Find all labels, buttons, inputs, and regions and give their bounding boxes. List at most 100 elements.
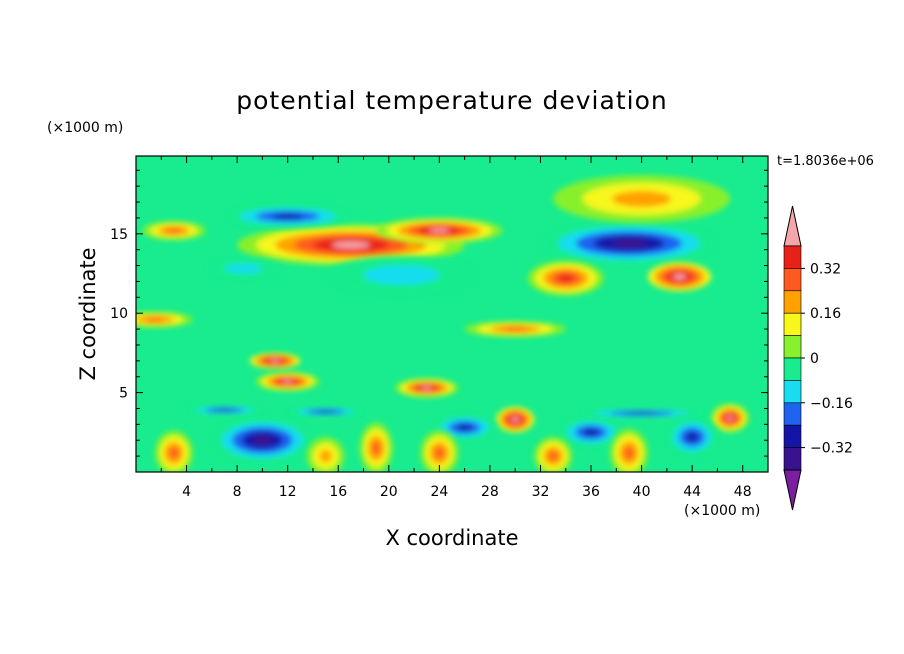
chart-title: potential temperature deviation: [236, 86, 668, 115]
x-tick-label: 40: [633, 484, 651, 500]
colorbar-band: [783, 424, 802, 448]
x-tick-label: 16: [329, 484, 347, 500]
z-tick-label: 10: [110, 306, 128, 322]
contour-feature: [211, 418, 313, 463]
x-tick-label: 8: [233, 484, 242, 500]
contour-band: [611, 239, 647, 248]
contour-feature: [325, 256, 478, 295]
contour-band: [224, 263, 263, 274]
colorbar-top-extension: [783, 205, 802, 247]
contour-band: [625, 412, 658, 415]
contour-band: [456, 424, 473, 431]
contour-band: [215, 408, 234, 412]
contour-feature: [136, 311, 193, 328]
contour-band: [316, 410, 336, 413]
contour-band: [145, 317, 165, 322]
colorbar-band: [783, 312, 802, 336]
x-tick-label: 48: [734, 484, 752, 500]
plot-frame: [135, 155, 769, 473]
z-tick-label: 15: [110, 227, 128, 243]
x-axis: 4 8 12 16 20 24 28 32 36 40 44 48: [160, 156, 769, 500]
colorbar-band: [783, 402, 802, 426]
contour-feature: [142, 221, 206, 241]
contour-feature: [186, 405, 263, 415]
contour-feature: [666, 418, 718, 457]
colorbar-label: 0.16: [810, 306, 841, 322]
colorbar-band: [783, 357, 802, 381]
contour-feature: [420, 430, 459, 472]
contour-feature: [376, 217, 503, 244]
contour-feature: [205, 259, 282, 279]
contour-band: [282, 379, 293, 384]
x-tick-label: 44: [683, 484, 701, 500]
contour-feature: [534, 437, 573, 472]
contour-feature: [559, 418, 623, 447]
colorbar-band: [783, 380, 802, 404]
contour-band: [319, 449, 332, 463]
z-axis: 5 10 15: [110, 169, 768, 457]
contour-feature: [711, 403, 750, 433]
colorbar-band: [783, 447, 802, 471]
contour-feature: [395, 378, 459, 398]
colorbar: −0.32 −0.16 0 0.16 0.32: [783, 205, 853, 511]
colorbar-bottom-extension: [783, 469, 802, 511]
x-tick-label: 24: [430, 484, 448, 500]
x-tick-label: 20: [380, 484, 398, 500]
contour-feature: [464, 321, 566, 338]
contour-band: [252, 435, 273, 445]
contour-band: [166, 228, 182, 234]
colorbar-band: [783, 245, 802, 269]
contour-feature: [540, 222, 718, 264]
contour-band: [169, 447, 179, 459]
contour-band: [331, 241, 370, 249]
colorbar-label: −0.16: [810, 396, 853, 412]
contour-feature: [647, 262, 712, 291]
contour-feature: [527, 260, 604, 296]
contour-band: [583, 428, 599, 436]
contour-feature: [249, 352, 301, 369]
contour-feature: [224, 205, 351, 228]
contour-band: [428, 228, 450, 233]
x-tick-label: 28: [481, 484, 499, 500]
x-axis-label: X coordinate: [385, 526, 519, 550]
contour-band: [363, 265, 440, 285]
contour-band: [612, 190, 672, 207]
contour-feature: [256, 371, 320, 392]
contour-feature: [496, 406, 535, 433]
contour-feature: [306, 437, 345, 472]
contour-band: [434, 447, 445, 459]
contour-field: [136, 175, 750, 472]
contour-feature: [578, 408, 705, 419]
z-axis-unit: (×1000 m): [47, 120, 124, 136]
x-tick-label: 36: [582, 484, 600, 500]
contour-band: [271, 213, 304, 220]
time-label: t=1.8036e+06: [777, 154, 874, 169]
colorbar-label: 0: [810, 351, 819, 367]
x-axis-unit: (×1000 m): [684, 503, 761, 519]
contour-band: [558, 274, 574, 282]
contour-band: [421, 386, 432, 390]
contour-band: [269, 359, 281, 363]
colorbar-label: 0.32: [810, 261, 841, 277]
contour-feature: [610, 429, 648, 472]
contour-band: [548, 451, 558, 461]
contour-feature: [154, 430, 193, 472]
colorbar-band: [783, 335, 802, 359]
colorbar-band: [783, 268, 802, 292]
contour-band: [511, 417, 519, 423]
z-tick-label: 5: [119, 386, 128, 402]
contour-band: [685, 432, 699, 442]
contour-feature: [287, 406, 364, 417]
colorbar-label: −0.32: [810, 441, 853, 457]
contour-band: [624, 446, 634, 459]
contour-band: [502, 327, 528, 332]
x-tick-label: 4: [182, 484, 191, 500]
x-tick-label: 12: [279, 484, 297, 500]
colorbar-band: [783, 290, 802, 314]
contour-feature: [553, 175, 731, 223]
contour-band: [673, 273, 686, 280]
contour-band: [372, 441, 381, 455]
contour-band: [726, 415, 734, 421]
x-tick-label: 32: [532, 484, 550, 500]
